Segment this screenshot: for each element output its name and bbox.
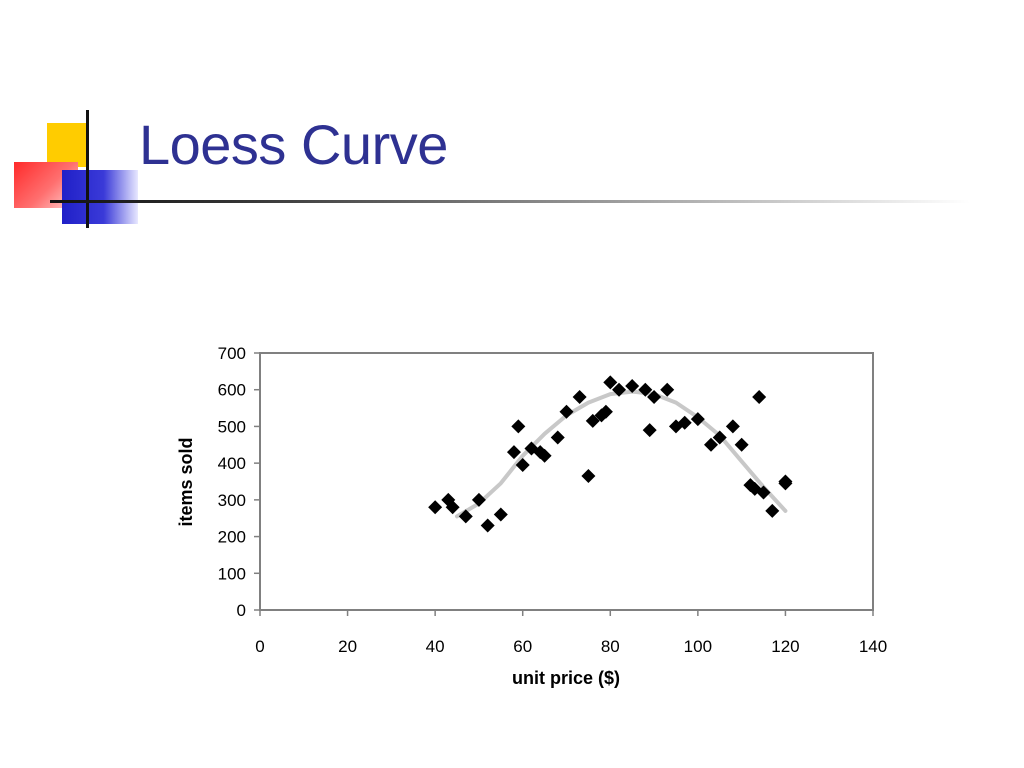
x-tick-label: 80 (601, 637, 620, 656)
scatter-chart: 0 20 40 60 80 100 120 140 0 100 200 300 400 500 600 700… (176, 344, 888, 688)
x-axis-title: unit price ($) (512, 668, 620, 688)
data-point (765, 503, 780, 518)
data-point (537, 448, 552, 463)
data-point (612, 382, 627, 397)
data-point (677, 415, 692, 430)
x-tick-label: 0 (255, 637, 264, 656)
y-tick-label: 600 (218, 381, 246, 400)
y-tick-label: 500 (218, 417, 246, 436)
decor-yellow-square (47, 123, 89, 167)
x-tick-label: 140 (859, 637, 887, 656)
data-point (445, 500, 460, 515)
data-point (743, 478, 758, 493)
y-tick-label: 400 (218, 454, 246, 473)
x-tick-label: 20 (338, 637, 357, 656)
data-point (493, 507, 508, 522)
y-axis-title: items sold (176, 437, 196, 526)
data-point (625, 379, 640, 394)
x-tick-label: 60 (513, 637, 532, 656)
y-tick-label: 200 (218, 528, 246, 547)
data-point (480, 518, 495, 533)
data-point (603, 375, 618, 390)
data-point (756, 485, 771, 500)
data-point (471, 492, 486, 507)
plot-area: 0 20 40 60 80 100 120 140 0 100 200 300 400 500 600 700 (218, 344, 888, 656)
data-point (594, 408, 609, 423)
slide-title: Loess Curve (139, 113, 448, 176)
y-tick-label: 0 (237, 601, 246, 620)
y-tick-label: 700 (218, 344, 246, 363)
data-point (647, 390, 662, 405)
data-point (524, 441, 539, 456)
data-point (690, 412, 705, 427)
data-point (642, 423, 657, 438)
data-point (598, 404, 613, 419)
data-point (585, 413, 600, 428)
data-point (572, 390, 587, 405)
data-point (778, 474, 793, 489)
data-point (428, 500, 443, 515)
x-tick-label: 100 (684, 637, 712, 656)
data-point (703, 437, 718, 452)
data-point (725, 419, 740, 434)
decor-blue-square (62, 170, 138, 224)
plot-frame (259, 352, 874, 611)
y-tick-label: 100 (218, 564, 246, 583)
data-point (638, 382, 653, 397)
data-point (581, 468, 596, 483)
data-point (515, 457, 530, 472)
data-point (506, 445, 521, 460)
decor-vertical-line (86, 110, 89, 228)
data-point (712, 430, 727, 445)
x-tick-label: 40 (426, 637, 445, 656)
title-underline (50, 200, 970, 203)
x-tick-label: 120 (771, 637, 799, 656)
y-tick-label: 300 (218, 491, 246, 510)
data-point (660, 382, 675, 397)
data-point (752, 390, 767, 405)
data-point (550, 430, 565, 445)
data-point (559, 404, 574, 419)
data-point (734, 437, 749, 452)
